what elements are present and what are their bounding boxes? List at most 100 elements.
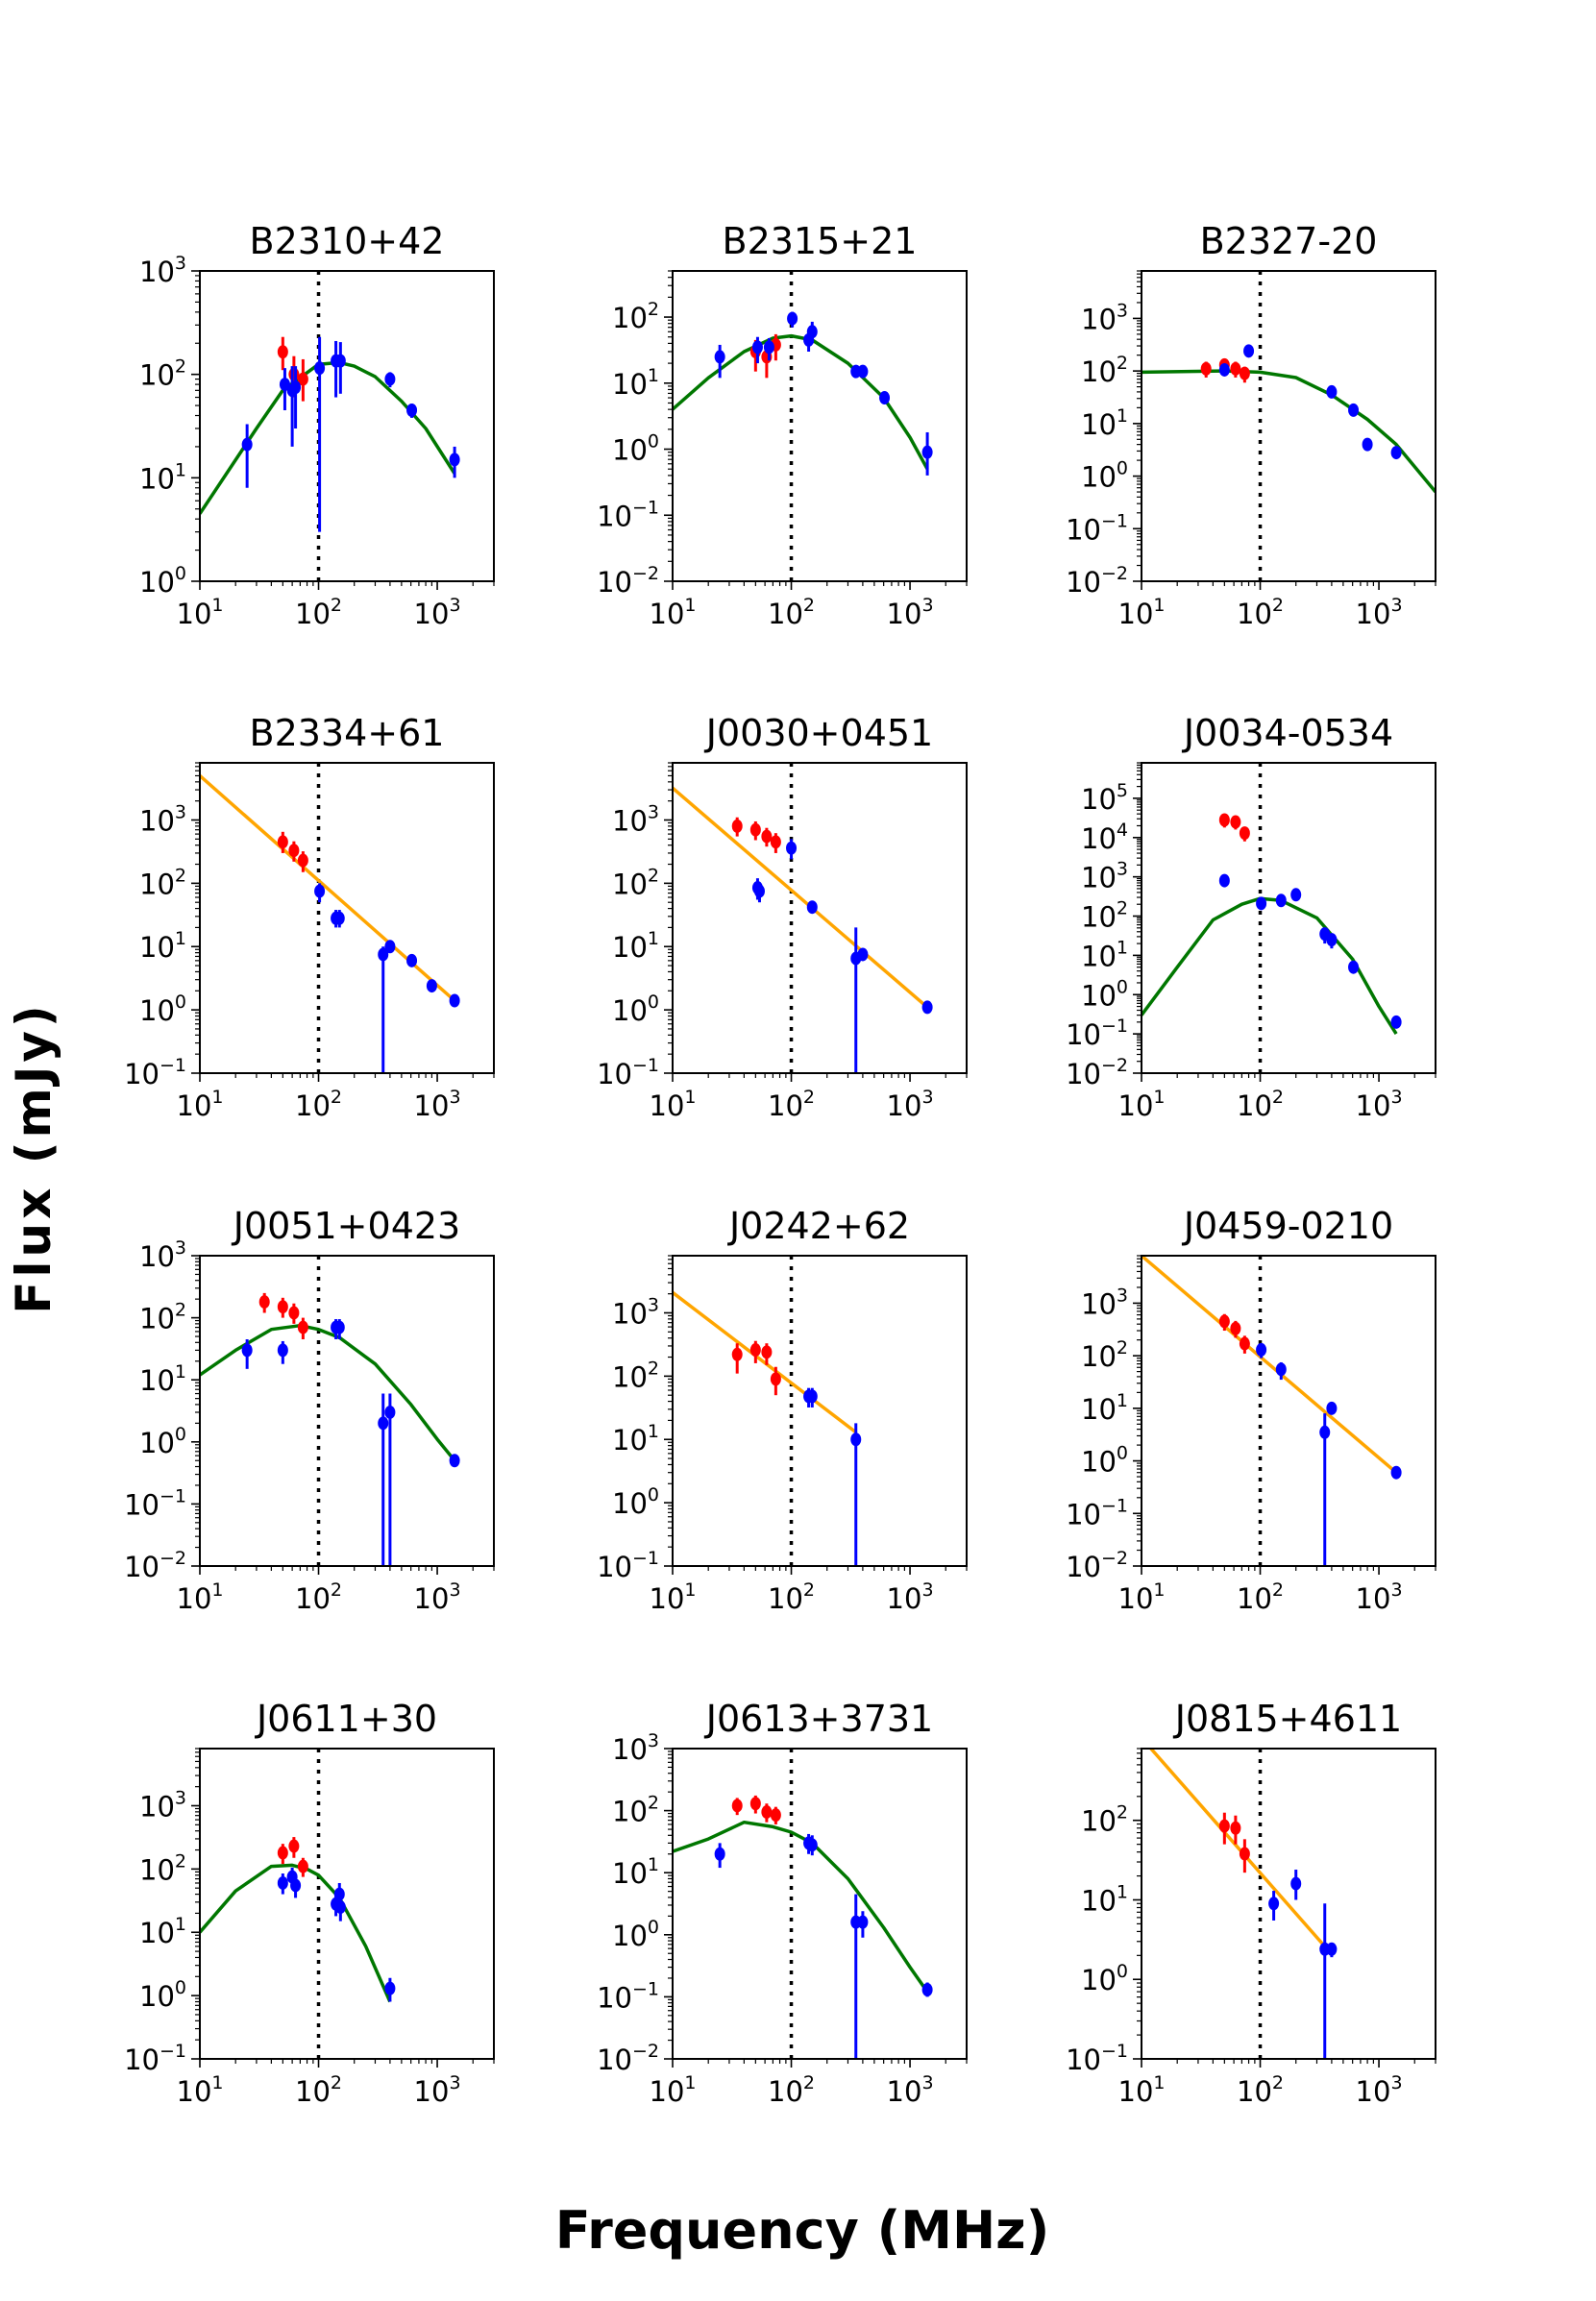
panel-title: J0242+62 [727,1205,910,1247]
x-tick-label: 102 [768,2072,815,2108]
data-marker [731,819,743,833]
x-tick-label: 101 [177,2072,224,2108]
data-marker [753,884,765,898]
data-marker [1218,1314,1230,1329]
panel-title: B2327-20 [1200,220,1378,262]
data-marker [426,979,437,993]
y-tick-label: 10−2 [124,1548,186,1583]
data-marker [1239,826,1250,841]
axes-frame [672,1255,968,1567]
data-marker [806,900,818,915]
y-tick-label: 100 [612,991,659,1027]
y-tick-label: 104 [1081,820,1128,855]
measured-data-point [1348,403,1360,417]
y-tick-label: 101 [139,928,186,964]
curved-fit-line [200,1323,456,1462]
measured-data-point [449,446,460,478]
data-marker [1230,1321,1241,1335]
measured-data-point [384,1977,396,2002]
plot-area [200,1749,396,2059]
x-tick-label: 102 [768,1087,815,1122]
literature-data-point [761,827,773,847]
measured-data-point [314,336,326,532]
y-ticks: 10−2 10−1 100 101 102 103 [1066,270,1142,599]
panel-title: B2315+21 [723,220,918,262]
axes-frame [1141,1748,1436,2060]
x-tick-label: 101 [177,1579,224,1615]
literature-data-point [258,1292,270,1313]
measured-data-point [384,372,396,388]
data-marker [770,1372,781,1386]
y-tick-label: 102 [139,865,186,900]
y-tick-label: 100 [612,1917,659,1952]
x-axis-title: Frequency (MHz) [555,2200,1050,2261]
x-ticks: 101 102 103 [1118,2059,1436,2108]
data-marker [290,380,302,395]
y-tick-label: 100 [139,1424,186,1459]
measured-data-point [1326,1401,1338,1415]
measured-data-point [1256,896,1267,911]
data-marker [1239,366,1250,380]
data-marker [1218,1819,1230,1833]
measured-data-point [786,839,798,860]
panel-j0815p4611: J0815+4611 101 102 103 10−1 100 101 102 [1066,1698,1436,2108]
x-ticks: 101 102 103 [177,2059,495,2108]
axes-frame [672,270,968,582]
y-tick-label: 103 [139,1787,186,1823]
literature-data-point [1230,361,1241,378]
measured-data-point [1319,1413,1331,1566]
plot-area [1142,1256,1402,1566]
data-marker [384,940,396,954]
measured-data-point [806,900,818,915]
x-tick-label: 101 [650,595,697,630]
curved-fit-line [673,1820,929,1994]
data-marker [770,1808,781,1823]
measured-data-point [241,1339,253,1369]
measured-data-point [290,366,302,428]
measured-data-point [806,1835,818,1856]
x-tick-label: 101 [177,1087,224,1122]
y-tick-label: 10−2 [1066,563,1128,599]
x-ticks: 101 102 103 [1118,581,1436,630]
data-marker [297,853,308,868]
axes-frame [1141,1255,1436,1567]
data-marker [449,1454,460,1468]
data-marker [449,993,460,1008]
x-tick-label: 103 [1356,595,1403,630]
x-ticks: 101 102 103 [650,581,968,630]
x-tick-label: 103 [887,595,934,630]
y-tick-label: 102 [1081,898,1128,934]
plot-area [673,1749,933,2059]
measured-data-point [806,321,818,344]
data-marker [1348,403,1360,417]
data-marker [879,391,891,405]
y-ticks: 10−2 10−1 100 101 102 [597,270,673,599]
data-marker [1256,1342,1267,1357]
y-tick-label: 103 [612,1730,659,1766]
literature-data-point [277,1844,288,1865]
y-tick-label: 103 [139,253,186,288]
y-ticks: 10−1 100 101 102 103 [597,1255,673,1583]
axes-frame [672,1748,968,2060]
measured-data-point [406,404,418,418]
measured-data-point [449,993,460,1008]
axes-frame [199,762,495,1074]
data-marker [333,1887,345,1901]
y-tick-label: 102 [139,1850,186,1886]
data-marker [751,340,763,355]
literature-data-point [731,817,743,837]
y-tick-label: 103 [1081,300,1128,335]
literature-data-point [297,358,308,402]
y-tick-label: 101 [612,365,659,401]
y-tick-label: 10−1 [597,1548,659,1583]
x-tick-label: 101 [650,1579,697,1615]
y-tick-label: 105 [1081,780,1128,816]
y-tick-label: 101 [139,459,186,495]
y-ticks: 10−2 10−1 100 101 102 103 [124,1237,200,1583]
panel-title: J0613+3731 [704,1698,933,1740]
literature-data-point [1218,1812,1230,1845]
data-marker [749,1797,761,1811]
y-tick-label: 10−2 [597,2041,659,2076]
